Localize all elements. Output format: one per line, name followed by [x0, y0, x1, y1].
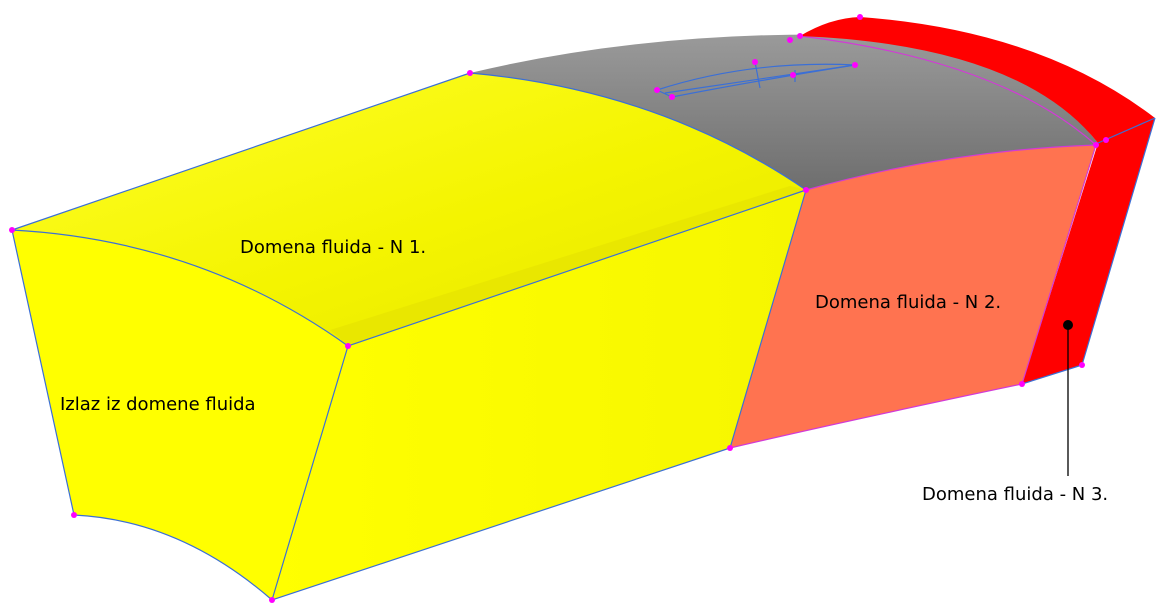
domain-3-side-face	[1022, 118, 1155, 384]
vertex-marker	[1093, 142, 1099, 148]
vertex-marker	[790, 72, 796, 78]
vertex-marker	[269, 597, 275, 603]
domain-1-label: Domena fluida - N 1.	[240, 237, 426, 258]
vertex-marker	[669, 94, 675, 100]
vertex-marker	[71, 512, 77, 518]
domain-2-face	[730, 145, 1096, 448]
domain-2-edges	[729, 144, 1097, 449]
domain-1-shading-band	[330, 186, 806, 346]
domain-2-label: Domena fluida - N 2.	[815, 292, 1001, 313]
vertex-markers	[9, 14, 1109, 603]
domain-1-edges	[11, 72, 807, 601]
vertex-marker	[803, 187, 809, 193]
vertex-marker	[752, 59, 758, 65]
top-surface-edge	[799, 35, 1097, 146]
vertex-marker	[654, 87, 660, 93]
vertex-marker	[1079, 362, 1085, 368]
vertex-marker	[9, 227, 15, 233]
domain-1-front-face	[272, 190, 806, 600]
domain-3-top-face	[800, 17, 1155, 143]
vertex-marker	[797, 33, 803, 39]
vertex-marker	[1019, 381, 1025, 387]
outlet-label: Izlaz iz domene fluida	[60, 394, 256, 415]
top-surface	[470, 34, 1098, 190]
vertex-marker	[1103, 137, 1109, 143]
vertex-marker	[857, 14, 863, 20]
domain-1-top-face	[12, 73, 806, 346]
outlet-face	[12, 230, 348, 600]
domain-3-label: Domena fluida - N 3.	[922, 484, 1108, 505]
vertex-marker	[345, 343, 351, 349]
vertex-marker	[852, 62, 858, 68]
vertex-marker	[467, 70, 473, 76]
vertex-marker	[727, 445, 733, 451]
vertex-marker	[787, 37, 793, 43]
